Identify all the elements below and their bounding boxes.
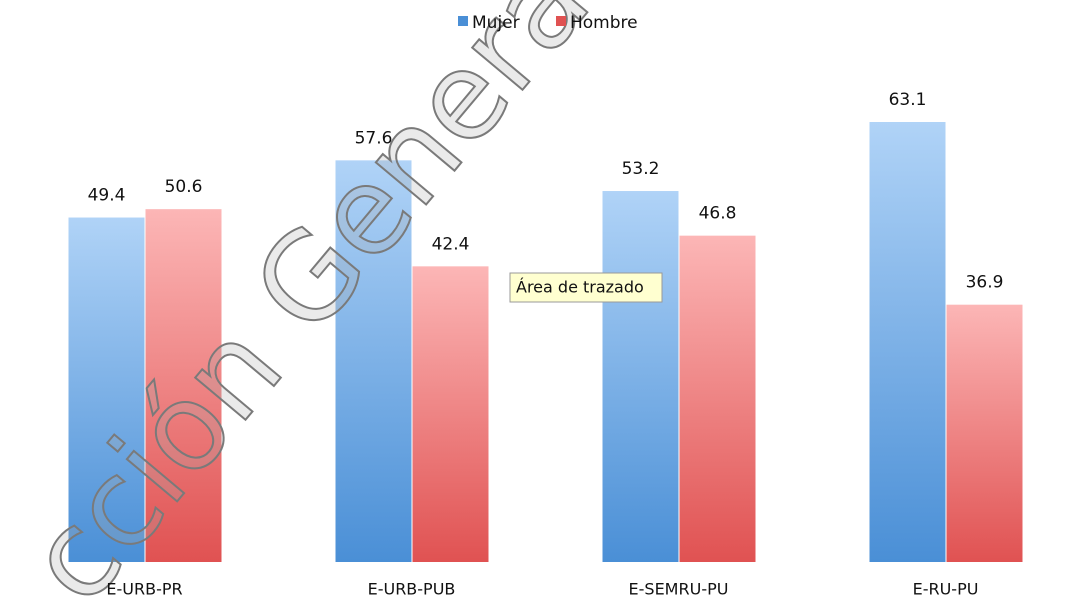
legend-label: Hombre [570, 13, 638, 33]
tooltip-box [509, 272, 663, 303]
tooltip-text: Área de trazado [516, 278, 644, 297]
legend-label: Mujer [472, 13, 520, 33]
data-label: 57.6 [355, 128, 393, 148]
data-label: 42.4 [432, 234, 470, 254]
x-tick-label: E-RU-PU [913, 580, 979, 599]
data-label: 53.2 [622, 159, 660, 179]
legend-swatch [458, 16, 468, 26]
data-label: 63.1 [889, 90, 927, 110]
bar [679, 235, 756, 562]
x-tick-label: E-SEMRU-PU [629, 580, 729, 599]
x-tick-label: E-URB-PUB [368, 580, 456, 599]
legend-swatch [556, 16, 566, 26]
data-label: 50.6 [165, 177, 203, 197]
data-label: 46.8 [699, 204, 737, 224]
bar [412, 266, 489, 562]
data-label: 49.4 [88, 186, 126, 206]
plot-area [68, 122, 1023, 563]
bar [145, 209, 222, 562]
bar [869, 122, 946, 562]
bar [335, 160, 412, 563]
data-label: 36.9 [966, 273, 1004, 293]
x-tick-label: E-URB-PR [106, 580, 182, 599]
bar [946, 304, 1023, 562]
tooltip: Área de trazado [509, 272, 663, 303]
bar [68, 217, 145, 563]
bar [602, 191, 679, 563]
